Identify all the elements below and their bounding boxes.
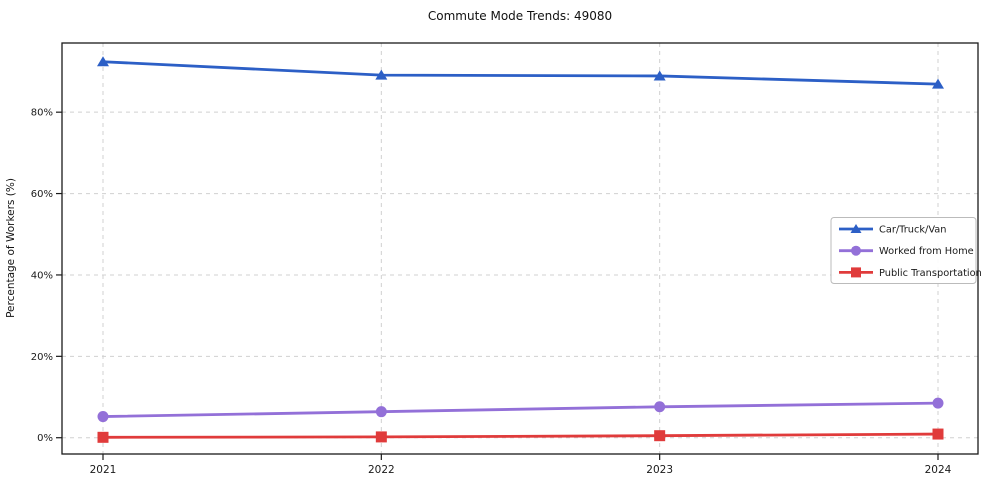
series-line-car-truck-van	[101, 60, 940, 86]
gridlines	[62, 43, 978, 454]
x-tick-label: 2024	[925, 464, 952, 476]
legend-triangle-marker	[850, 224, 862, 233]
square-marker	[654, 430, 666, 442]
circle-marker	[375, 406, 387, 418]
legend-label: Public Transportation	[879, 268, 982, 279]
series-car-truck-van	[97, 56, 944, 89]
circle-marker	[654, 401, 666, 413]
triangle-marker	[932, 78, 944, 89]
chart-title: Commute Mode Trends: 49080	[428, 9, 612, 23]
square-marker	[97, 431, 109, 443]
triangle-marker	[375, 69, 388, 80]
legend-label: Car/Truck/Van	[879, 224, 946, 235]
square-marker	[375, 431, 387, 443]
square-marker	[932, 428, 944, 440]
axes: 0% 20% 40% 60% 80% 2021 2022 2023 2024	[31, 108, 952, 476]
x-tick-label: 2023	[646, 464, 673, 476]
y-axis-label: Percentage of Workers (%)	[5, 178, 17, 318]
series-line-worked-from-home	[101, 401, 940, 418]
legend-label: Worked from Home	[879, 246, 974, 257]
plot-border	[61, 42, 979, 455]
y-tick-label: 0%	[37, 433, 53, 444]
y-tick-label: 80%	[31, 108, 53, 119]
x-tick-label: 2021	[90, 464, 117, 476]
series-line-public-transportation	[101, 432, 940, 439]
y-tick-label: 60%	[31, 189, 53, 200]
legend: Car/Truck/Van Worked from Home Public Tran…	[830, 217, 982, 284]
series-public-transportation	[97, 428, 944, 443]
triangle-marker	[97, 56, 109, 67]
circle-marker	[97, 411, 109, 423]
legend-circle-marker	[851, 245, 861, 256]
y-tick-label: 20%	[31, 352, 53, 363]
y-tick-label: 40%	[31, 270, 53, 281]
legend-box	[830, 217, 977, 284]
series-worked-from-home	[97, 397, 944, 423]
x-tick-label: 2022	[368, 464, 395, 476]
circle-marker	[932, 397, 944, 409]
legend-square-marker	[851, 267, 861, 278]
triangle-marker	[653, 70, 666, 81]
